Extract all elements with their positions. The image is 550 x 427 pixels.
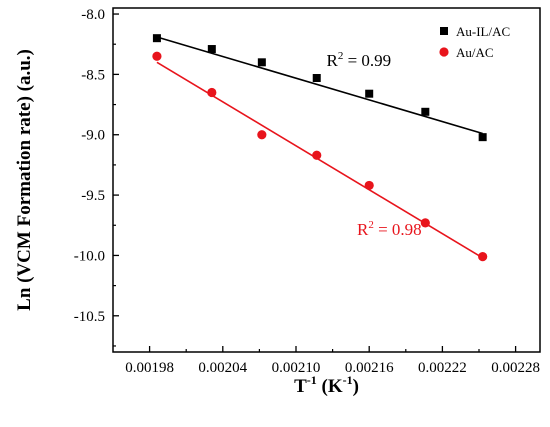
legend: Au-IL/AC Au/AC	[439, 24, 510, 60]
r-squared-symbol: R	[357, 220, 369, 239]
x-axis-title-middle: (K	[317, 376, 343, 397]
r-squared-symbol: R	[327, 51, 339, 70]
plot-border	[112, 7, 541, 353]
r-squared-superscript: 2	[338, 50, 344, 62]
plot-frame	[112, 7, 541, 353]
circle-marker	[207, 87, 217, 98]
circle-marker	[364, 180, 374, 191]
x-tick-label: 0.00222	[418, 360, 467, 376]
circle-marker	[312, 150, 322, 160]
square-marker	[365, 89, 374, 98]
fit-line	[156, 36, 483, 135]
legend-label: Au/AC	[456, 45, 494, 60]
x-axis-title-superscript: -1	[307, 373, 317, 387]
square-marker	[257, 58, 266, 67]
circle-marker	[420, 218, 430, 228]
y-tick-label: -8.0	[81, 7, 105, 23]
r-squared-value: = 0.99	[343, 51, 391, 70]
legend-label: Au-IL/AC	[456, 24, 510, 39]
y-tick-label: -9.5	[81, 188, 105, 204]
circle-marker	[478, 252, 488, 262]
y-axis: -8.0 -8.5 -9.0 -9.5 -10.0 -10.5	[74, 7, 119, 347]
x-tick-label: 0.00204	[198, 360, 247, 376]
square-marker	[312, 74, 321, 83]
x-axis-title: T-1 (K-1)	[294, 373, 359, 397]
square-marker	[207, 45, 216, 54]
square-marker	[421, 107, 430, 116]
y-tick-label: -10.0	[74, 248, 105, 264]
y-tick-label: -10.5	[74, 309, 105, 325]
fit-line	[156, 61, 484, 259]
x-tick-label: 0.00228	[491, 360, 540, 376]
x-tick-label: 0.00210	[272, 360, 321, 376]
axis-titles: T-1 (K-1)Ln (VCM Formation rate) (a.u.)	[14, 49, 359, 397]
r-squared-superscript: 2	[368, 219, 374, 231]
circle-marker	[257, 130, 267, 140]
r-squared-value: = 0.98	[374, 220, 422, 239]
y-tick-label: -9.0	[81, 128, 105, 144]
square-marker	[478, 133, 487, 142]
x-axis: 0.00198 0.00204 0.00210 0.00216 0.00222 0.002…	[125, 346, 540, 376]
fit-lines	[156, 36, 484, 259]
circle-marker	[152, 51, 162, 61]
x-axis-title-superscript: -1	[343, 373, 353, 387]
legend-circle-marker	[439, 47, 449, 57]
x-tick-label: 0.00198	[125, 360, 174, 376]
y-tick-label: -8.5	[81, 67, 105, 83]
y-axis-title: Ln (VCM Formation rate) (a.u.)	[14, 49, 35, 311]
x-axis-title-end: )	[353, 376, 359, 397]
r-squared-label: R2 = 0.99	[327, 50, 392, 70]
legend-square-marker	[440, 27, 448, 35]
data-markers	[152, 34, 488, 262]
x-tick-label: 0.00216	[345, 360, 394, 376]
x-axis-title-base: T	[294, 376, 307, 397]
square-marker	[152, 34, 161, 43]
r-squared-label: R2 = 0.98	[357, 219, 422, 239]
